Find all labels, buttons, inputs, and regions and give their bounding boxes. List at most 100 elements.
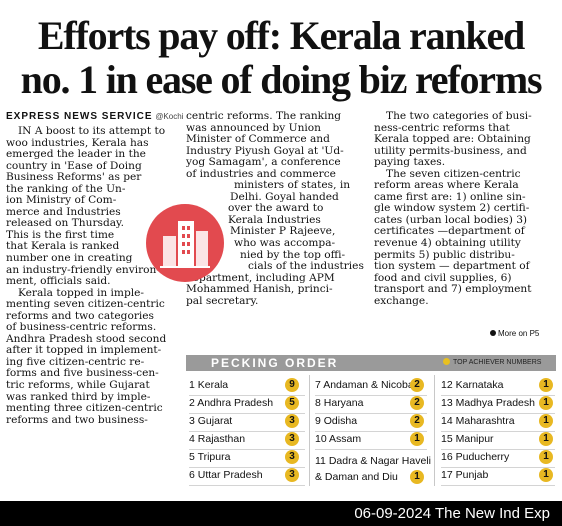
rank-number: 7 bbox=[315, 379, 321, 391]
headline-line-2: no. 1 in ease of doing biz reforms bbox=[20, 57, 543, 102]
article-line: cials of the industries bbox=[186, 260, 369, 273]
footer-bar: 06-09-2024 The New Ind Exp bbox=[0, 501, 562, 526]
column-divider bbox=[309, 375, 310, 486]
rank-entry: 8 Haryana bbox=[315, 397, 363, 409]
article-line: paying taxes. bbox=[374, 156, 555, 169]
article-text: emerged the leader in the bbox=[6, 148, 146, 161]
article-column-1: IN A boost to its attempt to woo industri… bbox=[6, 125, 184, 426]
rank-number: 13 bbox=[441, 397, 453, 409]
article-line: Business Reforms' as per bbox=[6, 171, 184, 184]
achiever-count-badge: 2 bbox=[410, 378, 424, 392]
article-text: ing five citizen-centric re- bbox=[6, 355, 145, 368]
article-text: number one in creating bbox=[6, 252, 133, 265]
article-text: The two categories of busi- bbox=[386, 110, 532, 122]
article-text: Kerala topped in imple- bbox=[18, 286, 144, 299]
article-line: merce and Industries bbox=[6, 206, 146, 219]
article-text: of business-centric reforms. bbox=[6, 321, 157, 334]
article-text: transport and 7) employment bbox=[374, 283, 532, 296]
table-legend: TOP ACHIEVER NUMBERS bbox=[443, 355, 541, 371]
article-line: that Kerala is ranked bbox=[6, 241, 184, 253]
article-text: revenue 4) obtaining utility bbox=[374, 237, 521, 250]
achiever-count-badge: 9 bbox=[285, 378, 299, 392]
article-text: an industry-friendly environ- bbox=[6, 263, 160, 276]
article-text: Delhi. Goyal handed bbox=[230, 190, 339, 203]
article-text: after it topped in implement- bbox=[6, 344, 162, 357]
achiever-count-badge: 3 bbox=[285, 414, 299, 428]
state-name: Madhya Pradesh bbox=[455, 397, 535, 409]
footer-source: 06-09-2024 The New Ind Exp bbox=[354, 505, 550, 522]
rank-number: 3 bbox=[189, 415, 195, 427]
achiever-count-badge: 1 bbox=[539, 450, 553, 464]
article-line: the ranking of the Un- bbox=[6, 183, 146, 196]
article-line: transport and 7) employment bbox=[374, 283, 555, 296]
article-line: permits 5) public distribu- bbox=[374, 249, 555, 262]
article-text: that Kerala is ranked bbox=[6, 240, 120, 253]
byline: EXPRESS NEWS SERVICE @Kochi bbox=[6, 111, 183, 122]
article-line: ment, officials said. bbox=[6, 275, 184, 288]
article-line: Mohammed Hanish, princi- bbox=[186, 283, 369, 296]
article-line: of industries and commerce bbox=[186, 168, 369, 181]
article-line: after it topped in implement- bbox=[6, 345, 184, 357]
article-line: Kerala topped in imple- bbox=[6, 286, 184, 300]
article-line: tion system — department of bbox=[374, 260, 555, 273]
rank-entry: 2 Andhra Pradesh bbox=[189, 397, 273, 409]
rank-number: 11 bbox=[315, 455, 326, 467]
article-line: certificates —department of bbox=[374, 226, 555, 238]
achiever-count-badge: 3 bbox=[285, 432, 299, 446]
byline-service: EXPRESS NEWS SERVICE bbox=[6, 111, 153, 122]
article-line: woo industries, Kerala has bbox=[6, 137, 184, 150]
article-text: paying taxes. bbox=[374, 156, 446, 169]
article-line: utility permits-business, and bbox=[374, 145, 555, 158]
article-line: was ranked third by imple- bbox=[6, 390, 184, 404]
row-divider bbox=[189, 395, 305, 396]
article-text: was announced by Union bbox=[186, 121, 321, 134]
rank-entry: 6 Uttar Pradesh bbox=[189, 469, 263, 481]
article-text: food and civil supplies, 6) bbox=[374, 271, 512, 284]
row-divider bbox=[315, 395, 427, 396]
article-text: This is the first time bbox=[6, 228, 115, 241]
article-text: Minister of Commerce and bbox=[186, 133, 330, 146]
table-header-bar bbox=[186, 355, 556, 371]
article-line: who was accompa- bbox=[186, 237, 369, 250]
article-line: Kerala topped are: Obtaining bbox=[374, 133, 555, 146]
article-text: tric reforms, while Gujarat bbox=[6, 379, 150, 392]
rank-number: 6 bbox=[189, 469, 195, 481]
state-name: Andaman & Nicobar bbox=[323, 379, 418, 391]
article-text: over the award to bbox=[228, 202, 324, 215]
rank-entry: 4 Rajasthan bbox=[189, 433, 245, 445]
rank-number: 2 bbox=[189, 397, 195, 409]
article-line: The seven citizen-centric bbox=[374, 168, 555, 181]
byline-location: @Kochi bbox=[155, 112, 184, 121]
achiever-count-badge: 1 bbox=[539, 468, 553, 482]
article-text: menting seven citizen-centric bbox=[6, 298, 165, 311]
article-text: centric reforms. The ranking bbox=[186, 110, 342, 122]
article-text: country in 'Ease of Doing bbox=[6, 159, 142, 172]
state-name-continued: & Daman and Diu bbox=[315, 471, 398, 483]
rank-entry: 11 Dadra & Nagar Haveli bbox=[315, 455, 431, 467]
article-text: was ranked third by imple- bbox=[6, 390, 151, 403]
article-text: tion system — department of bbox=[374, 260, 530, 273]
headline: Efforts pay off: Kerala ranked no. 1 in … bbox=[0, 14, 562, 102]
row-divider bbox=[315, 449, 427, 450]
article-text: gle window system 2) certifi- bbox=[374, 202, 530, 215]
article-text: ion Ministry of Com- bbox=[6, 194, 117, 207]
rank-number: 15 bbox=[441, 433, 453, 445]
state-name: Andhra Pradesh bbox=[197, 397, 274, 409]
row-divider bbox=[315, 413, 427, 414]
table-legend-label: TOP ACHIEVER NUMBERS bbox=[453, 359, 542, 366]
more-link[interactable]: More on P5 bbox=[490, 329, 539, 338]
legend-dot-icon bbox=[443, 358, 450, 365]
article-column-2: centric reforms. The ranking was announce… bbox=[186, 110, 369, 307]
state-name: Gujarat bbox=[197, 415, 233, 427]
article-line: cates (urban local bodies) 3) bbox=[374, 213, 555, 227]
achiever-count-badge: 5 bbox=[285, 396, 299, 410]
article-line: number one in creating bbox=[6, 252, 184, 265]
state-name: Kerala bbox=[197, 379, 229, 391]
article-text: cates (urban local bodies) 3) bbox=[374, 213, 528, 226]
article-line: IN A boost to its attempt to bbox=[6, 125, 184, 138]
row-divider bbox=[441, 413, 555, 414]
article-line: exchange. bbox=[374, 295, 555, 308]
rank-entry: 10 Assam bbox=[315, 433, 361, 445]
article-line: The two categories of busi- bbox=[374, 110, 555, 123]
more-link-label: More on P5 bbox=[498, 329, 540, 338]
